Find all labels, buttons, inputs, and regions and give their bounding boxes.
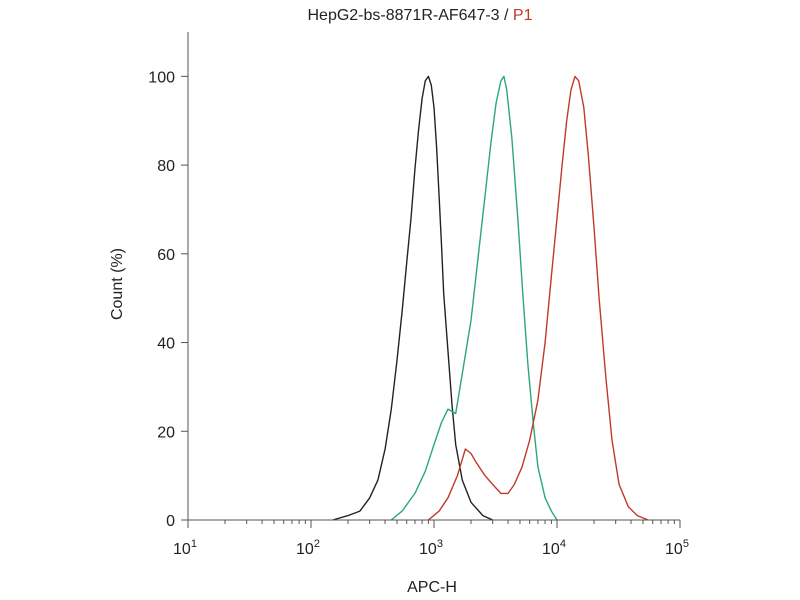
x-tick-base: 10 (296, 541, 314, 558)
x-tick-label: 104 (542, 538, 566, 558)
chart-title: HepG2-bs-8871R-AF647-3 / P1 (307, 7, 532, 24)
x-tick-exponent: 1 (191, 538, 197, 550)
x-tick-base: 10 (542, 541, 560, 558)
plot-series-group (332, 75, 649, 521)
y-tick-label: 80 (157, 158, 175, 175)
y-tick-label: 0 (166, 513, 175, 530)
x-axis-title: APC-H (407, 579, 457, 596)
x-tick-label: 103 (419, 538, 443, 558)
x-tick-label: 101 (173, 538, 197, 558)
histogram-series-line-2 (390, 75, 558, 521)
y-tick-label: 60 (157, 247, 175, 264)
histogram-series-line-3 (427, 75, 649, 521)
y-axis-title: Count (%) (109, 248, 126, 320)
chart-title-gate: P1 (513, 7, 533, 24)
chart-title-separator: / (500, 7, 513, 24)
x-tick-exponent: 5 (683, 538, 689, 550)
y-ticks-group: 0 20 40 60 80 100 (148, 69, 188, 530)
x-tick-base: 10 (419, 541, 437, 558)
x-ticks-group: 101 102 103 104 105 (173, 520, 689, 558)
x-tick-exponent: 2 (314, 538, 320, 550)
histogram-series-line-1 (332, 75, 493, 521)
y-tick-label: 40 (157, 336, 175, 353)
y-tick-label: 100 (148, 69, 175, 86)
x-tick-base: 10 (173, 541, 191, 558)
x-tick-exponent: 3 (437, 538, 443, 550)
x-tick-base: 10 (665, 541, 683, 558)
chart-title-sample: HepG2-bs-8871R-AF647-3 (307, 7, 499, 24)
x-tick-exponent: 4 (560, 538, 566, 550)
y-tick-label: 20 (157, 424, 175, 441)
x-tick-label: 105 (665, 538, 689, 558)
x-tick-label: 102 (296, 538, 320, 558)
